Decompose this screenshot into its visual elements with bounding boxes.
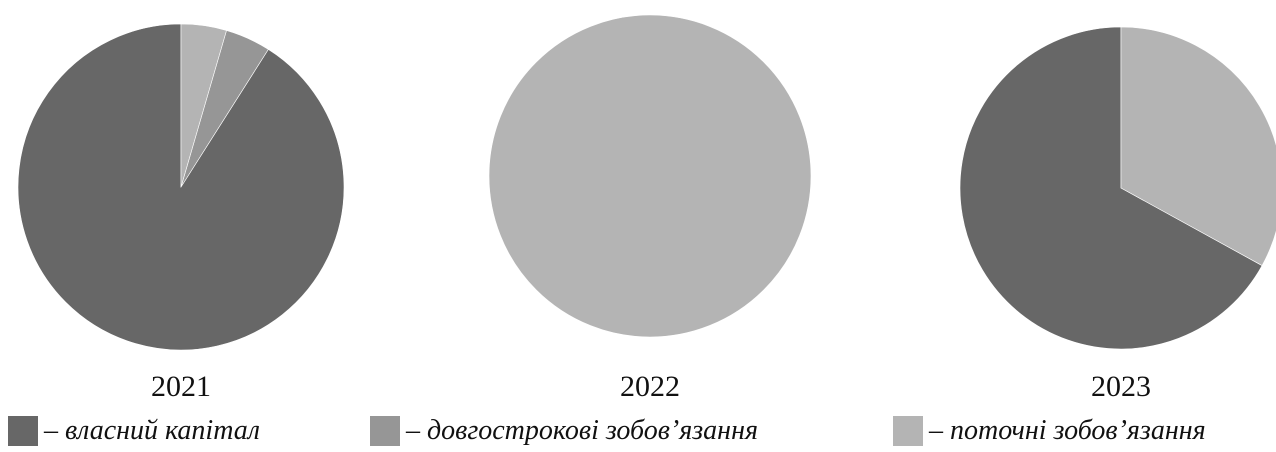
legend: – власний капітал – довгострокові зобов’… xyxy=(0,414,1276,448)
legend-label-current-liabilities: – поточні зобов’язання xyxy=(929,415,1206,446)
year-label-2023: 2023 xyxy=(1091,370,1151,403)
pie-slice-2022-current-liabilities xyxy=(488,14,812,338)
legend-item-long-term-liabilities: – довгострокові зобов’язання xyxy=(370,414,758,448)
pie-slice-2023-equity xyxy=(959,26,1263,350)
legend-swatch-long-term-liabilities xyxy=(370,416,400,446)
year-label-2021: 2021 xyxy=(151,370,211,403)
legend-item-equity: – власний капітал xyxy=(8,414,260,448)
legend-swatch-current-liabilities xyxy=(893,416,923,446)
pie-chart-2022 xyxy=(488,14,812,338)
legend-label-equity: – власний капітал xyxy=(44,415,260,446)
legend-label-long-term-liabilities: – довгострокові зобов’язання xyxy=(406,415,758,446)
year-label-2022: 2022 xyxy=(620,370,680,403)
pie-chart-2021 xyxy=(17,23,345,351)
pie-slice-2021-current-liabilities xyxy=(180,23,227,188)
legend-item-current-liabilities: – поточні зобов’язання xyxy=(893,414,1206,448)
pie-charts: 2021 2022 2023 xyxy=(17,14,1276,403)
pie-chart-2023 xyxy=(959,26,1276,350)
legend-swatch-equity xyxy=(8,416,38,446)
pie-slice-2023-current-liabilities xyxy=(1120,26,1276,266)
